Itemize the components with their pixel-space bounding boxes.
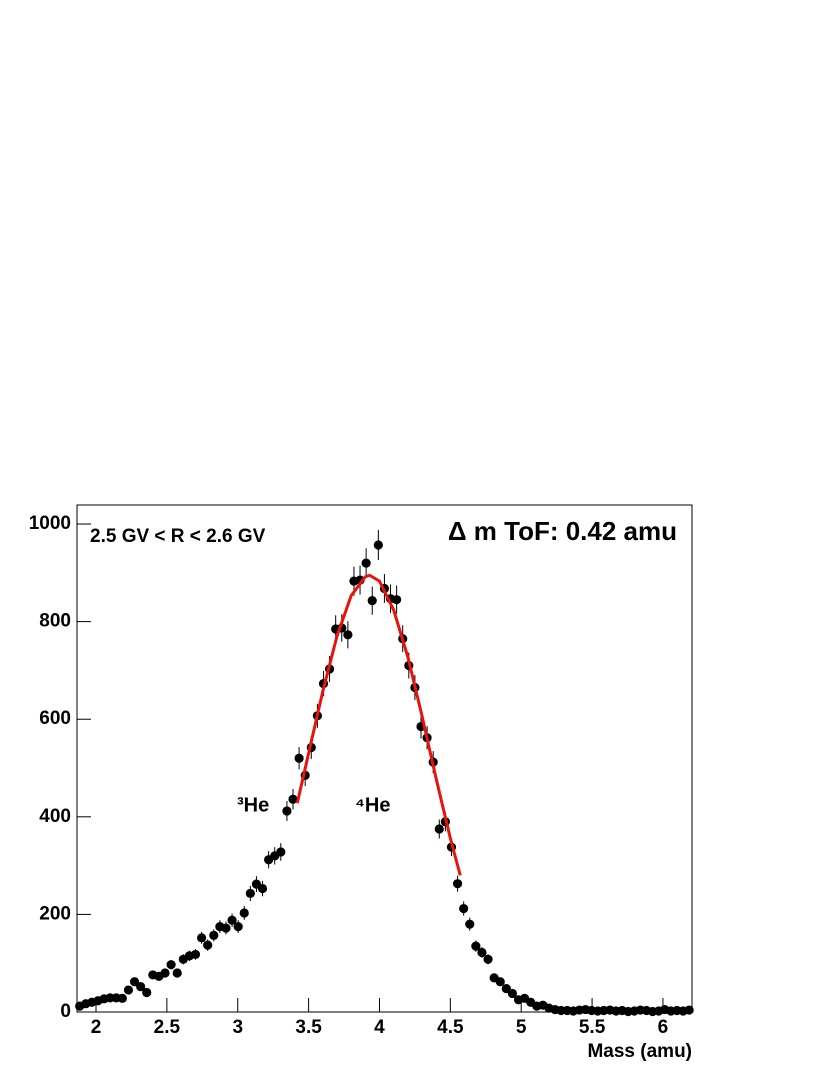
data-point — [227, 915, 237, 925]
x-tick-label: 6 — [658, 1017, 669, 1038]
data-point — [239, 908, 249, 918]
chart-title: Δ m ToF: 0.42 amu — [448, 516, 677, 546]
data-point — [343, 630, 353, 640]
data-point — [465, 919, 475, 929]
y-tick-label: 0 — [60, 1001, 71, 1022]
data-point — [172, 968, 182, 978]
data-point — [136, 982, 146, 992]
data-point — [257, 883, 268, 894]
data-point — [294, 753, 304, 763]
data-point — [276, 847, 286, 857]
data-point — [477, 947, 487, 958]
data-point — [471, 941, 481, 951]
y-tick-label: 800 — [39, 611, 71, 632]
y-tick-label: 400 — [39, 806, 71, 827]
x-tick-label: 4 — [374, 1017, 385, 1038]
x-tick-label: 5.5 — [579, 1017, 606, 1038]
data-point — [142, 987, 152, 998]
data-point — [392, 595, 402, 605]
data-point — [196, 933, 207, 943]
annotation: ³He — [237, 794, 269, 816]
x-tick-label: 5 — [516, 1017, 527, 1038]
data-point — [160, 968, 170, 978]
data-point — [684, 1005, 694, 1015]
data-point — [373, 540, 383, 550]
data-point — [233, 922, 243, 932]
plot-frame — [76, 504, 693, 1013]
data-point — [434, 824, 444, 834]
data-point — [459, 903, 469, 914]
data-point — [483, 954, 493, 964]
data-point — [245, 888, 255, 899]
data-point — [203, 940, 213, 950]
x-tick-label: 2.5 — [154, 1017, 181, 1038]
x-tick-label: 3.5 — [295, 1017, 322, 1038]
data-point — [282, 806, 292, 816]
data-point — [166, 960, 176, 970]
y-tick-label: 600 — [39, 708, 71, 729]
fit-curve — [295, 573, 462, 876]
data-point — [361, 558, 371, 568]
x-tick-label: 2 — [91, 1017, 102, 1038]
x-tick-label: 3 — [232, 1017, 243, 1038]
data-point — [495, 977, 505, 987]
y-tick-label: 1000 — [29, 513, 71, 534]
data-point — [209, 930, 219, 940]
data-point — [117, 993, 127, 1003]
data-point — [190, 949, 201, 960]
x-axis-title: Mass (amu) — [587, 1041, 692, 1062]
data-point — [507, 988, 518, 999]
annotation: ⁴He — [355, 794, 390, 816]
data-point — [123, 985, 134, 995]
data-point — [221, 923, 231, 933]
subtitle: 2.5 GV < R < 2.6 GV — [90, 526, 266, 547]
y-tick-label: 200 — [39, 903, 71, 924]
data-point — [452, 879, 463, 889]
data-point — [367, 596, 377, 606]
data-point — [288, 794, 298, 804]
x-tick-label: 4.5 — [437, 1017, 464, 1038]
